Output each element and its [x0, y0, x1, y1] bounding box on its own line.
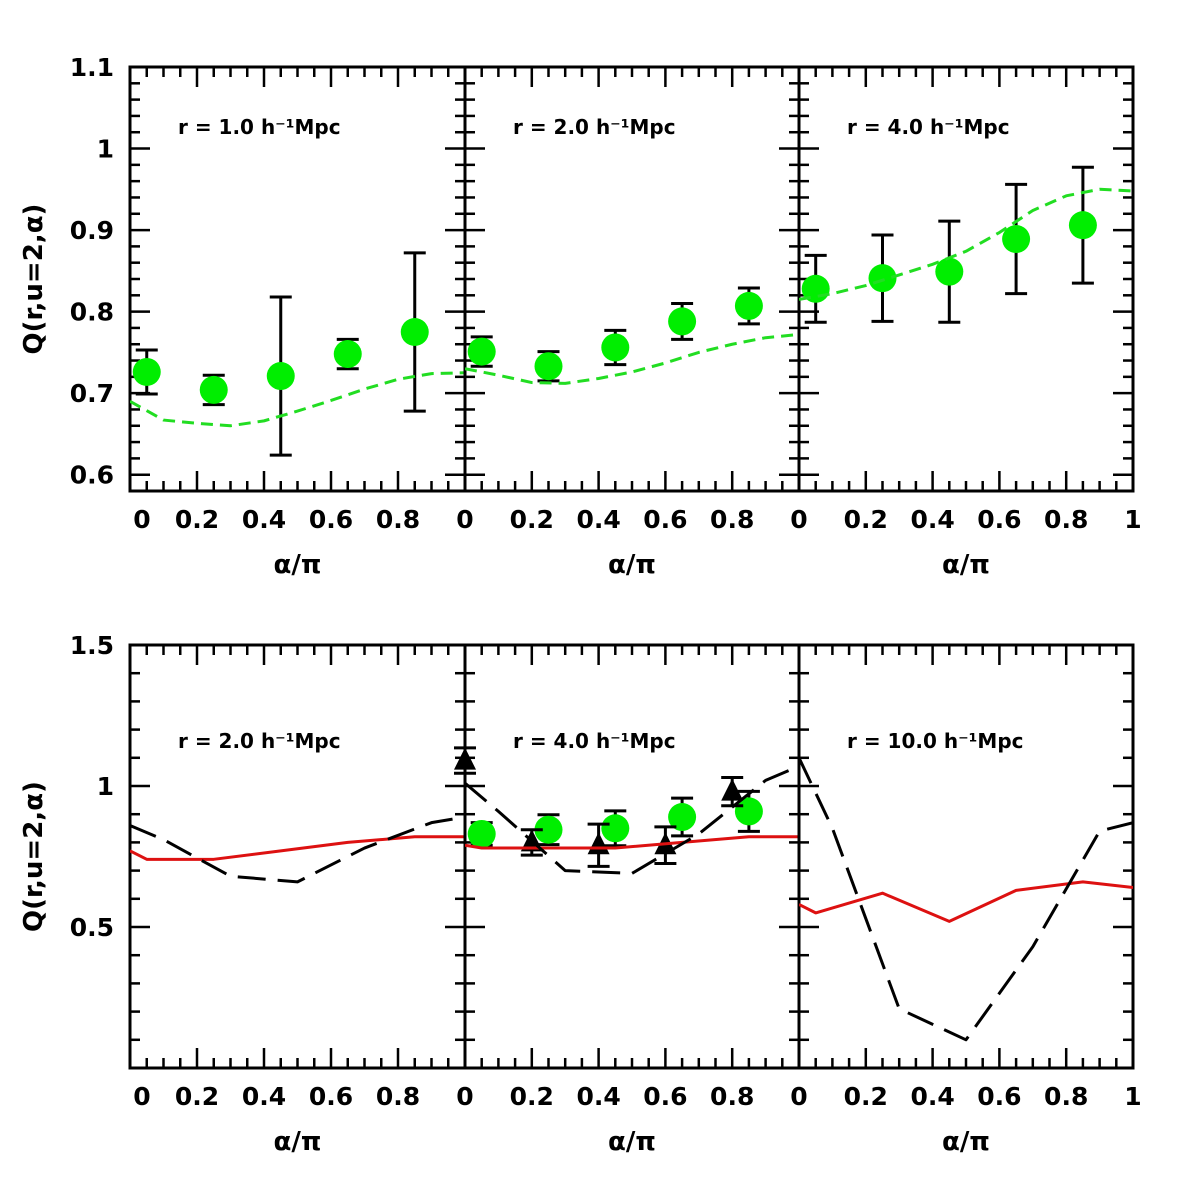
x-tick-label: 0.8: [376, 1082, 420, 1111]
panel-label: r = 10.0 h⁻¹Mpc: [847, 729, 1023, 753]
panel-label: r = 4.0 h⁻¹Mpc: [847, 115, 1010, 139]
x-tick-label: 0.8: [710, 505, 754, 534]
data-point: [734, 291, 763, 320]
data-point: [668, 307, 697, 336]
x-tick-label: 0.4: [910, 1082, 954, 1111]
x-tick-label: 0.8: [710, 1082, 754, 1111]
x-tick-label: 0.6: [643, 505, 687, 534]
bottom-row: 0 0.2 0.4 0.6 0.8 α/π r = 2.0 h⁻¹Mpc 0 0.2 0.4 0.6…: [19, 631, 1142, 1157]
y-axis-title: Q(r,u=2,α): [19, 781, 49, 932]
data-point: [935, 257, 964, 286]
panel-frame: [797, 643, 1135, 1070]
x-tick-label: 0: [790, 1082, 807, 1111]
panel-label: r = 2.0 h⁻¹Mpc: [178, 729, 341, 753]
x-axis-title: α/π: [608, 550, 656, 580]
dashed-line: [130, 815, 465, 884]
model-line: [130, 835, 465, 861]
x-tick-label: 0.2: [510, 1082, 554, 1111]
panel-frame: [128, 643, 467, 1070]
y-tick-label: 0.8: [70, 298, 114, 327]
x-tick-label: 0: [133, 505, 150, 534]
y-tick-label: 1.1: [70, 53, 114, 82]
data-point: [266, 362, 295, 391]
x-tick-label: 0.6: [977, 1082, 1021, 1111]
data-point: [1002, 225, 1031, 254]
dashed-line: [465, 764, 799, 875]
top-panel-2: 0 0.2 0.4 0.6 0.8 α/π r = 2.0 h⁻¹Mpc: [456, 65, 801, 580]
bottom-panel-2: 0 0.2 0.4 0.6 0.8 α/π r = 4.0 h⁻¹Mpc: [454, 643, 801, 1157]
data-point: [333, 340, 362, 369]
x-axis-title: α/π: [274, 550, 322, 580]
dashed-line: [130, 371, 465, 428]
x-tick-label: 0.6: [643, 1082, 687, 1111]
x-tick-label: 0: [456, 505, 473, 534]
data-point: [601, 814, 630, 843]
x-tick-label: 0.8: [1044, 505, 1088, 534]
x-tick-label: 0.2: [175, 1082, 219, 1111]
data-point: [1068, 211, 1097, 240]
data-point: [132, 357, 161, 386]
x-tick-label: 0.2: [844, 505, 888, 534]
y-tick-label: 0.5: [70, 913, 114, 942]
x-tick-label: 0.4: [576, 505, 620, 534]
model-line: [465, 835, 799, 850]
x-tick-label: 0: [790, 505, 807, 534]
top-panel-3: 0 0.2 0.4 0.6 0.8 1 α/π r = 4.0 h⁻¹Mpc: [790, 65, 1142, 580]
y-tick-label: 1: [97, 772, 114, 801]
data-point: [467, 819, 496, 848]
bottom-panel-1: 0 0.2 0.4 0.6 0.8 α/π r = 2.0 h⁻¹Mpc: [128, 643, 467, 1157]
data-point: [868, 264, 897, 293]
y-tick-label: 1: [97, 135, 114, 164]
data-triangle: [454, 747, 476, 770]
x-tick-label: 0.2: [175, 505, 219, 534]
x-tick-label: 0.4: [910, 505, 954, 534]
panel-frame: [463, 643, 801, 1070]
x-tick-label: 1: [1124, 505, 1141, 534]
data-triangle: [721, 778, 744, 801]
x-tick-label: 0.2: [844, 1082, 888, 1111]
y-tick-label: 0.9: [70, 216, 114, 245]
model-line: [799, 880, 1133, 923]
x-tick-label: 0.6: [977, 505, 1021, 534]
y-tick-label: 0.6: [70, 461, 114, 490]
x-tick-label: 0.6: [309, 1082, 353, 1111]
data-point: [668, 803, 697, 832]
y-axis-title: Q(r,u=2,α): [19, 204, 49, 355]
data-point: [467, 337, 496, 366]
dashed-line: [799, 757, 1133, 1042]
x-tick-label: 0.4: [576, 1082, 620, 1111]
x-tick-label: 0.2: [510, 505, 554, 534]
data-point: [400, 318, 429, 346]
dashed-line: [465, 332, 799, 385]
top-panel-1: 0 0.2 0.4 0.6 0.8 α/π r = 1.0 h⁻¹Mpc: [128, 65, 467, 580]
data-point: [601, 333, 630, 362]
x-tick-label: 0.4: [242, 1082, 286, 1111]
x-tick-label: 0.8: [376, 505, 420, 534]
x-tick-label: 1: [1124, 1082, 1141, 1111]
dashed-line: [799, 187, 1133, 301]
x-tick-label: 0: [133, 1082, 150, 1111]
x-tick-label: 0.4: [242, 505, 286, 534]
data-point: [534, 352, 563, 381]
x-axis-title: α/π: [942, 1127, 990, 1157]
panel-label: r = 4.0 h⁻¹Mpc: [513, 729, 676, 753]
y-tick-label: 1.5: [70, 631, 114, 660]
x-axis-title: α/π: [274, 1127, 322, 1157]
x-axis-title: α/π: [608, 1127, 656, 1157]
y-tick-label: 0.7: [70, 379, 114, 408]
x-tick-label: 0: [456, 1082, 473, 1111]
top-row: 0 0.2 0.4 0.6 0.8 α/π r = 1.0 h⁻¹Mpc 0 0.2 0.4 0.6…: [19, 53, 1142, 580]
bottom-panel-3: 0 0.2 0.4 0.6 0.8 1 α/π r = 10.0 h⁻¹Mpc: [790, 643, 1142, 1157]
x-axis-title: α/π: [942, 550, 990, 580]
panel-label: r = 2.0 h⁻¹Mpc: [513, 115, 676, 139]
panel-label: r = 1.0 h⁻¹Mpc: [178, 115, 341, 139]
x-tick-label: 0.8: [1044, 1082, 1088, 1111]
data-point: [534, 815, 563, 844]
x-tick-label: 0.6: [309, 505, 353, 534]
data-point: [199, 375, 228, 404]
